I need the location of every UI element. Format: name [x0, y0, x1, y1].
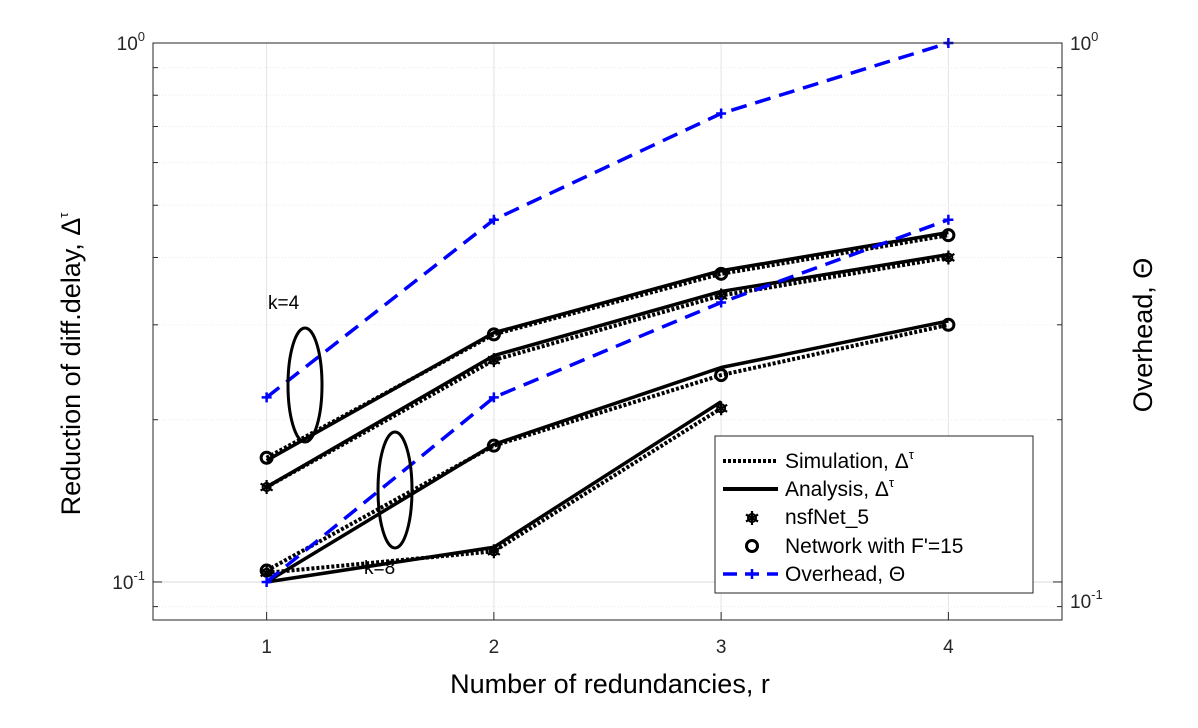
y-tick-label: 10-1: [112, 568, 145, 594]
legend-overhead-label: Overhead, Θ: [785, 563, 905, 586]
data-point-star: [714, 288, 728, 303]
legend: Simulation, Δτ Analysis, Δτ nsfNet_5 Net…: [714, 435, 1034, 594]
x-axis-label: Number of redundancies, r: [450, 669, 770, 699]
data-point-plus: [488, 392, 499, 403]
legend-nsfnet-marker: [745, 511, 759, 525]
data-point-plus: [261, 392, 272, 403]
legend-network-label: Network with F'=15: [785, 535, 964, 558]
k4-ellipse: [286, 326, 324, 444]
data-point-circle: [259, 450, 274, 465]
data-point-circle: [486, 438, 501, 453]
x-tick-label: 2: [489, 637, 500, 658]
data-point-plus: [943, 214, 954, 225]
axes: 1 2 3 4 100 10-1 100 10-1: [112, 29, 1102, 658]
legend-simulation-label: Simulation, Δτ: [785, 447, 915, 473]
series-overhead-9: [261, 214, 954, 587]
data-point-plus: [716, 108, 727, 119]
data-point-star: [487, 353, 501, 368]
y-axis-label: Reduction of diff.delay, Δτ: [56, 212, 86, 516]
series-simulation-7: [260, 401, 728, 580]
k8-label: k=8: [364, 558, 395, 579]
series-overhead-8: [261, 38, 954, 403]
series-line-simulation: [266, 406, 723, 575]
data-point-circle: [941, 228, 956, 243]
legend-overhead-marker: [747, 569, 757, 579]
data-point-star: [487, 544, 501, 559]
series-layer: [259, 38, 956, 587]
legend-network-marker: [745, 539, 759, 553]
x-tick-label: 1: [261, 637, 272, 658]
data-point-star: [941, 250, 955, 265]
x-tick-label: 4: [943, 637, 954, 658]
y-tick-label: 100: [117, 29, 145, 55]
series-simulation-4: [259, 228, 956, 465]
data-point-circle: [714, 266, 729, 281]
legend-analysis-label: Analysis, Δτ: [785, 475, 895, 501]
annotations: k=4 k=8: [268, 293, 414, 579]
data-point-circle: [941, 317, 956, 332]
series-line-simulation: [265, 233, 949, 460]
y2-axis-label: Overhead, Θ: [1128, 258, 1158, 413]
series-line-overhead: [265, 218, 949, 584]
y2-tick-label: 10-1: [1070, 587, 1103, 613]
series-line-analysis: [265, 230, 949, 463]
series-analysis-0: [265, 230, 949, 463]
data-point-plus: [488, 214, 499, 225]
legend-nsfnet-label: nsfNet_5: [785, 506, 869, 529]
series-simulation-5: [260, 250, 955, 495]
k8-ellipse: [376, 430, 414, 550]
axes-box: [152, 42, 1063, 621]
data-point-plus: [716, 297, 727, 308]
x-tick-label: 3: [716, 637, 727, 658]
series-line-simulation: [265, 255, 949, 489]
data-point-circle: [714, 368, 729, 383]
data-point-plus: [261, 576, 272, 587]
data-point-star: [260, 480, 274, 495]
series-line-overhead: [265, 41, 949, 399]
data-point-circle: [486, 327, 501, 342]
y2-tick-label: 100: [1070, 29, 1098, 55]
data-point-star: [714, 401, 728, 416]
k4-label: k=4: [268, 293, 300, 314]
